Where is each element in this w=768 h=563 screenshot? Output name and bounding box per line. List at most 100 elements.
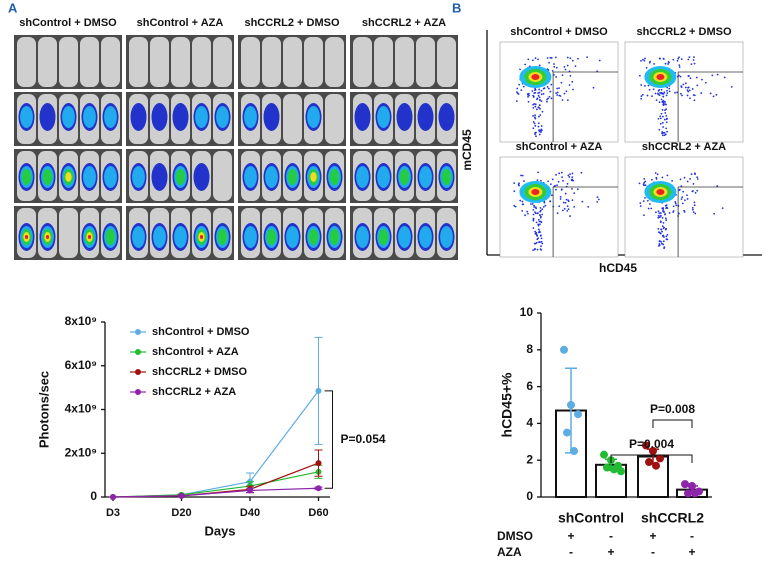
flow-dot bbox=[690, 63, 693, 66]
flow-dot bbox=[665, 94, 668, 97]
flow-dot bbox=[541, 213, 544, 216]
flow-dot bbox=[657, 117, 660, 120]
signal bbox=[105, 229, 116, 245]
annotation: P=0.054 bbox=[341, 432, 386, 446]
flow-dot bbox=[561, 99, 564, 101]
signal bbox=[195, 106, 208, 128]
flow-dot bbox=[660, 240, 662, 243]
flow-dot bbox=[571, 199, 574, 202]
flow-dot bbox=[678, 66, 681, 68]
flow-dot bbox=[561, 74, 564, 77]
data-point bbox=[681, 480, 689, 489]
flow-axis-label: mCD45 bbox=[460, 129, 474, 171]
flow-dot bbox=[542, 92, 545, 95]
flow-dot bbox=[540, 248, 543, 251]
flow-dot bbox=[538, 220, 541, 223]
flow-dot bbox=[694, 191, 697, 194]
flow-dot bbox=[559, 95, 562, 97]
flow-dot bbox=[537, 125, 540, 128]
flow-dot bbox=[659, 117, 662, 120]
group-label: shControl bbox=[558, 510, 624, 526]
flow-dot bbox=[533, 102, 536, 105]
flow-dot bbox=[526, 93, 529, 96]
flow-dot bbox=[666, 233, 669, 236]
flow-dot bbox=[534, 247, 537, 250]
mouse bbox=[192, 37, 211, 87]
flow-dot bbox=[581, 200, 584, 203]
flow-dot bbox=[520, 89, 523, 92]
flow-dot bbox=[674, 202, 677, 205]
x-tick-label: D40 bbox=[240, 507, 260, 519]
y-tick-label: 0 bbox=[526, 489, 533, 503]
flow-dot bbox=[681, 94, 683, 97]
data-point bbox=[642, 441, 650, 450]
flow-dot bbox=[658, 128, 661, 131]
flow-dot bbox=[513, 182, 516, 184]
flow-dot bbox=[532, 227, 535, 229]
flow-dot bbox=[541, 242, 544, 245]
flow-dot bbox=[571, 59, 574, 62]
treatment-sign: + bbox=[567, 529, 574, 543]
flow-dot bbox=[662, 95, 665, 98]
flow-dot bbox=[701, 78, 703, 81]
flow-dot bbox=[571, 188, 573, 190]
flow-dot bbox=[665, 227, 667, 230]
legend-label: shControl + AZA bbox=[152, 346, 239, 358]
signal bbox=[419, 166, 432, 188]
flow-dot bbox=[565, 90, 568, 93]
signal bbox=[308, 229, 319, 245]
flow-dot bbox=[556, 91, 559, 94]
flow-dot bbox=[533, 122, 536, 125]
flow-dot bbox=[689, 97, 691, 100]
flow-dot bbox=[534, 133, 536, 136]
flow-dot bbox=[700, 92, 703, 94]
flow-dot bbox=[638, 182, 641, 185]
flow-dot bbox=[546, 100, 548, 103]
y-axis-label: Photons/sec bbox=[36, 371, 51, 448]
flow-dot bbox=[659, 220, 662, 223]
flow-dot bbox=[661, 109, 664, 111]
flow-dot bbox=[547, 97, 550, 100]
flow-dot bbox=[682, 83, 685, 86]
flow-dot bbox=[556, 94, 559, 96]
flow-dot bbox=[639, 205, 642, 207]
flow-dot bbox=[537, 115, 540, 118]
flow-dot bbox=[686, 89, 689, 92]
flow-dot bbox=[696, 189, 699, 192]
flow-dot bbox=[667, 63, 669, 65]
flow-dot bbox=[571, 172, 574, 175]
flow-dot bbox=[563, 207, 566, 210]
flow-dot bbox=[532, 106, 535, 109]
data-point bbox=[617, 467, 625, 476]
flow-dot bbox=[520, 174, 522, 177]
flow-dot bbox=[527, 96, 529, 98]
flow-dot bbox=[671, 180, 674, 182]
flow-dot bbox=[527, 212, 529, 215]
flow-dot bbox=[661, 217, 664, 219]
treatment-sign: - bbox=[569, 545, 573, 559]
flow-dot bbox=[658, 94, 661, 96]
flow-dot bbox=[665, 207, 667, 210]
flow-dot bbox=[695, 76, 698, 79]
flow-dot bbox=[551, 69, 554, 72]
flow-dot bbox=[534, 88, 537, 91]
x-axis-label: Days bbox=[204, 523, 235, 538]
flow-dot bbox=[569, 173, 571, 176]
flow-dot bbox=[538, 133, 541, 136]
flow-dot bbox=[550, 194, 553, 197]
flow-dot bbox=[567, 174, 570, 177]
flow-dot bbox=[690, 173, 693, 176]
flow-dot bbox=[544, 204, 547, 207]
flow-dot bbox=[650, 178, 653, 181]
signal bbox=[356, 226, 369, 248]
legend-marker bbox=[135, 369, 141, 375]
group-label: shControl + DMSO bbox=[19, 17, 117, 29]
signal bbox=[419, 226, 432, 248]
flow-dot bbox=[556, 212, 559, 215]
x-tick-label: D3 bbox=[106, 507, 120, 519]
flow-title: shControl + AZA bbox=[516, 141, 603, 153]
flow-dot bbox=[657, 210, 660, 213]
flow-dot bbox=[556, 87, 559, 90]
flow-dot bbox=[666, 117, 669, 120]
flow-dot bbox=[680, 58, 683, 61]
